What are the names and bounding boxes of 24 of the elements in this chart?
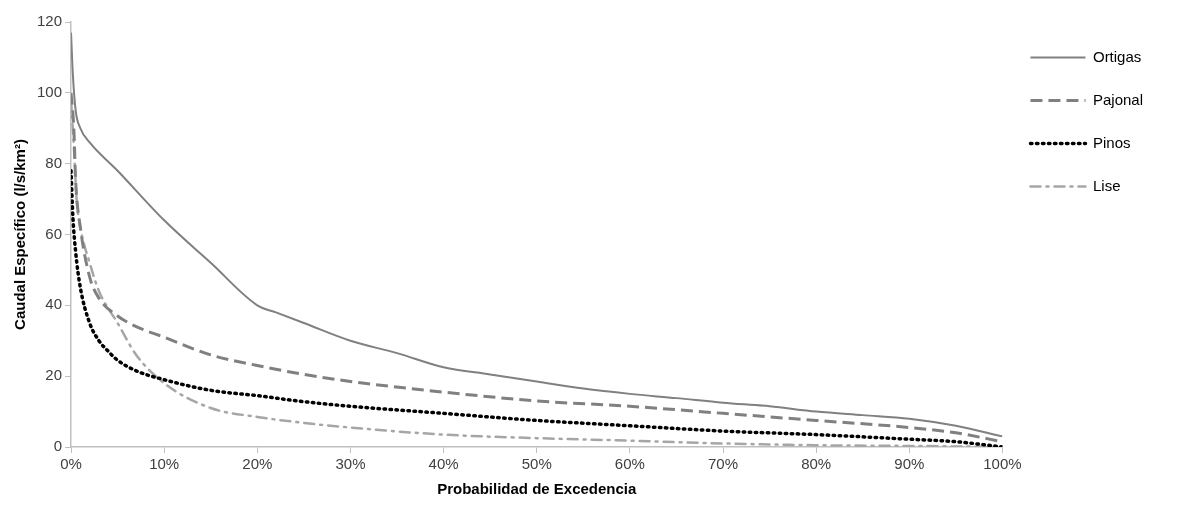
x-axis-title: Probabilidad de Excedencia (437, 480, 638, 498)
y-tick-label: 40 (45, 295, 63, 313)
x-tick-label: 10% (149, 455, 180, 473)
x-tick-label: 20% (242, 455, 273, 473)
x-tick-label: 0% (60, 455, 82, 473)
x-tick-label: 40% (428, 455, 459, 473)
y-tick-label: 120 (37, 12, 63, 30)
x-tick-label: 30% (335, 455, 366, 473)
x-tick-label: 50% (521, 455, 552, 473)
legend-label: Pinos (1092, 133, 1131, 151)
x-tick-label: 70% (708, 455, 739, 473)
x-tick-label: 90% (894, 455, 925, 473)
legend-label: Ortigas (1092, 47, 1142, 65)
legend-label: Lise (1092, 176, 1121, 194)
y-tick-label: 100 (37, 82, 63, 100)
x-tick-label: 100% (983, 455, 1022, 473)
y-axis-title: Caudal Específico (l/s/km²) (11, 139, 29, 330)
y-tick-label: 80 (45, 153, 63, 171)
x-tick-label: 60% (614, 455, 645, 473)
y-tick-label: 0 (53, 437, 63, 455)
legend-label: Pajonal (1092, 90, 1144, 108)
x-tick-label: 80% (801, 455, 832, 473)
y-tick-label: 60 (45, 224, 63, 242)
y-tick-label: 20 (45, 366, 63, 384)
